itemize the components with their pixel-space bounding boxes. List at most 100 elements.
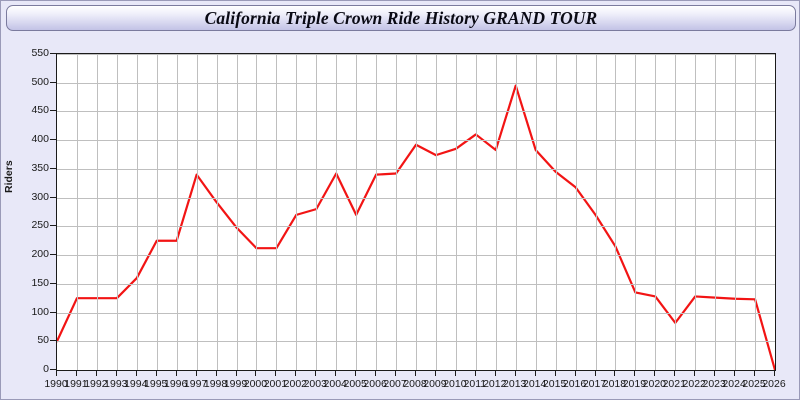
gridline-vertical <box>356 54 358 370</box>
x-tick-label: 2016 <box>562 378 587 390</box>
x-tick-label: 2012 <box>483 378 507 390</box>
gridline-vertical <box>575 54 577 370</box>
gridline-vertical <box>76 54 78 370</box>
x-tick-label: 2019 <box>622 378 647 390</box>
y-tick-mark <box>50 196 56 198</box>
gridline-vertical <box>176 54 178 370</box>
x-tick-label: 2021 <box>662 378 686 390</box>
x-tick-label: 2025 <box>742 378 766 390</box>
y-tick-label: 400 <box>31 133 49 146</box>
gridline-vertical <box>735 54 737 370</box>
x-tick-label: 2009 <box>423 378 447 390</box>
y-tick-label: 350 <box>31 161 49 174</box>
x-tick-mark <box>175 371 177 376</box>
gridline-vertical <box>236 54 238 370</box>
y-tick-mark <box>50 254 56 256</box>
x-tick-label: 1996 <box>163 378 188 390</box>
x-tick-label: 2024 <box>722 378 746 390</box>
x-tick-mark <box>614 371 616 376</box>
x-tick-label: 1993 <box>104 378 128 390</box>
x-tick-mark <box>674 371 676 376</box>
page-title: California Triple Crown Ride History GRA… <box>204 7 598 28</box>
x-tick-label: 1998 <box>203 378 228 390</box>
x-tick-label: 1992 <box>84 378 108 390</box>
x-tick-mark <box>135 371 137 376</box>
x-tick-mark <box>335 371 337 376</box>
gridline-vertical <box>256 54 258 370</box>
gridline-vertical <box>435 54 437 370</box>
x-tick-label: 2018 <box>602 378 627 390</box>
gridline-vertical <box>376 54 378 370</box>
y-tick-mark <box>50 167 56 169</box>
x-tick-mark <box>774 371 775 376</box>
x-tick-label: 2006 <box>363 378 387 390</box>
x-tick-mark <box>734 371 736 376</box>
y-tick-label: 200 <box>31 248 49 261</box>
y-tick-label: 450 <box>31 104 49 117</box>
plot-area <box>56 53 776 371</box>
x-tick-mark <box>514 371 516 376</box>
x-tick-label: 1999 <box>223 378 248 390</box>
gridline-vertical <box>196 54 198 370</box>
x-tick-label: 1995 <box>144 378 168 390</box>
y-tick-mark <box>50 53 56 54</box>
gridline-vertical <box>695 54 697 370</box>
y-tick-label: 0 <box>43 363 49 375</box>
gridline-vertical <box>655 54 657 370</box>
gridline-vertical <box>396 54 398 370</box>
gridline-vertical <box>276 54 278 370</box>
y-tick-label: 500 <box>31 75 49 88</box>
x-tick-label: 2014 <box>522 378 547 390</box>
x-tick-label: 2007 <box>383 378 407 390</box>
chart-canvas: Riders 0 50 100 150 200 250 300 350 400 450 500 550… <box>1 35 799 399</box>
x-tick-mark <box>554 371 556 376</box>
x-tick-label: 2020 <box>642 378 667 390</box>
x-tick-mark <box>754 371 756 376</box>
y-tick-mark <box>50 110 56 112</box>
x-tick-mark <box>295 371 297 376</box>
x-tick-label: 1991 <box>64 378 88 390</box>
x-tick-mark <box>694 371 696 376</box>
x-tick-mark <box>155 371 157 376</box>
x-tick-mark <box>355 371 357 376</box>
y-tick-mark <box>50 282 56 284</box>
gridline-vertical <box>515 54 517 370</box>
gridline-vertical <box>136 54 138 370</box>
gridline-vertical <box>416 54 417 370</box>
x-tick-label: 1990 <box>44 378 68 390</box>
x-tick-mark <box>454 371 456 376</box>
x-tick-mark <box>235 371 237 376</box>
x-tick-mark <box>474 371 476 376</box>
gridline-vertical <box>755 54 757 370</box>
y-tick-mark <box>50 340 56 342</box>
y-tick-mark <box>50 311 56 313</box>
gridline-vertical <box>316 54 318 370</box>
x-tick-label: 2017 <box>582 378 607 390</box>
x-tick-label: 2008 <box>403 378 427 390</box>
x-tick-mark <box>395 371 397 376</box>
gridline-vertical <box>595 54 597 370</box>
x-tick-mark <box>714 371 716 376</box>
x-tick-mark <box>634 371 636 376</box>
x-tick-label: 1994 <box>124 378 148 390</box>
x-tick-mark <box>215 371 217 376</box>
x-tick-label: 2005 <box>343 378 367 390</box>
gridline-vertical <box>156 54 158 370</box>
y-axis-label: Riders <box>3 160 15 193</box>
gridline-vertical <box>555 54 557 370</box>
x-tick-label: 2001 <box>263 378 288 390</box>
x-tick-mark <box>115 371 117 376</box>
x-tick-label: 2022 <box>682 378 706 390</box>
x-tick-mark <box>375 371 377 376</box>
y-tick-label: 50 <box>37 334 49 347</box>
y-tick-label: 250 <box>31 219 49 232</box>
x-tick-mark <box>574 371 576 376</box>
x-tick-label: 2011 <box>463 378 487 390</box>
gridline-vertical <box>635 54 637 370</box>
x-tick-label: 2003 <box>303 378 327 390</box>
x-tick-mark <box>594 371 596 376</box>
y-tick-mark <box>50 225 56 227</box>
x-tick-label: 2026 <box>762 378 786 390</box>
y-tick-mark <box>50 369 56 370</box>
